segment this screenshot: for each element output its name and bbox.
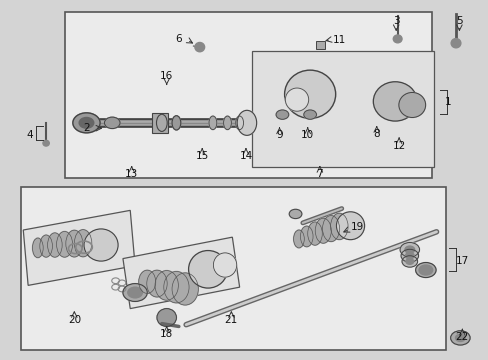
Circle shape — [73, 113, 100, 133]
Ellipse shape — [392, 35, 401, 43]
Ellipse shape — [155, 271, 178, 300]
Text: 21: 21 — [224, 315, 238, 325]
Bar — [64, 12, 431, 178]
Text: 17: 17 — [455, 256, 468, 266]
Ellipse shape — [172, 273, 198, 305]
Ellipse shape — [213, 253, 236, 277]
Circle shape — [104, 117, 120, 129]
Circle shape — [79, 117, 94, 128]
Ellipse shape — [293, 230, 304, 248]
Text: 12: 12 — [392, 141, 405, 151]
Text: 7: 7 — [316, 168, 323, 179]
Ellipse shape — [57, 231, 73, 257]
Bar — [21, 187, 446, 350]
Circle shape — [455, 334, 464, 342]
Ellipse shape — [74, 230, 92, 257]
Text: 14: 14 — [239, 152, 252, 161]
Circle shape — [399, 243, 419, 257]
Ellipse shape — [330, 213, 347, 240]
Circle shape — [400, 249, 418, 262]
Text: 16: 16 — [160, 71, 173, 81]
Ellipse shape — [163, 271, 189, 303]
Ellipse shape — [418, 265, 432, 275]
Text: 22: 22 — [455, 332, 468, 342]
Circle shape — [303, 110, 316, 119]
Text: 5: 5 — [455, 16, 462, 26]
Bar — [152, 113, 167, 133]
Ellipse shape — [322, 216, 339, 242]
Circle shape — [450, 331, 469, 345]
Circle shape — [404, 246, 414, 253]
Ellipse shape — [146, 270, 167, 297]
Circle shape — [405, 258, 413, 264]
Circle shape — [127, 287, 142, 298]
Text: 9: 9 — [276, 130, 282, 140]
Ellipse shape — [415, 262, 435, 278]
Ellipse shape — [315, 218, 330, 243]
Text: 3: 3 — [392, 16, 399, 26]
Ellipse shape — [66, 230, 82, 257]
Ellipse shape — [172, 116, 181, 130]
Ellipse shape — [237, 111, 256, 135]
Bar — [316, 41, 325, 49]
Ellipse shape — [450, 39, 460, 48]
Ellipse shape — [139, 270, 156, 293]
Ellipse shape — [32, 238, 43, 258]
Circle shape — [405, 252, 413, 259]
Ellipse shape — [40, 235, 52, 257]
Text: 18: 18 — [160, 329, 173, 339]
Ellipse shape — [195, 42, 204, 52]
Ellipse shape — [372, 82, 416, 121]
Text: 13: 13 — [125, 169, 138, 179]
Circle shape — [122, 284, 147, 301]
Ellipse shape — [156, 114, 167, 131]
Ellipse shape — [235, 116, 243, 130]
Ellipse shape — [284, 70, 335, 118]
Polygon shape — [23, 210, 135, 285]
Text: 4: 4 — [26, 130, 33, 140]
Text: 1: 1 — [444, 97, 450, 107]
Ellipse shape — [47, 233, 62, 257]
Ellipse shape — [223, 116, 231, 130]
Bar — [251, 51, 433, 167]
Text: 15: 15 — [195, 152, 208, 161]
Text: 19: 19 — [350, 222, 364, 232]
Ellipse shape — [208, 116, 216, 130]
Text: 2: 2 — [83, 123, 90, 133]
Text: 6: 6 — [175, 34, 182, 44]
Circle shape — [401, 256, 417, 267]
Text: 20: 20 — [68, 315, 81, 325]
Text: 11: 11 — [332, 35, 345, 45]
Ellipse shape — [43, 140, 49, 146]
Text: 8: 8 — [373, 129, 379, 139]
Ellipse shape — [307, 222, 322, 245]
Text: 10: 10 — [301, 130, 314, 140]
Circle shape — [276, 110, 288, 119]
Ellipse shape — [188, 251, 227, 288]
Ellipse shape — [285, 88, 308, 111]
Polygon shape — [122, 237, 239, 309]
Ellipse shape — [84, 229, 118, 261]
Circle shape — [288, 209, 301, 219]
Ellipse shape — [300, 226, 312, 247]
Ellipse shape — [336, 212, 364, 240]
Ellipse shape — [398, 93, 425, 117]
Ellipse shape — [157, 309, 176, 327]
